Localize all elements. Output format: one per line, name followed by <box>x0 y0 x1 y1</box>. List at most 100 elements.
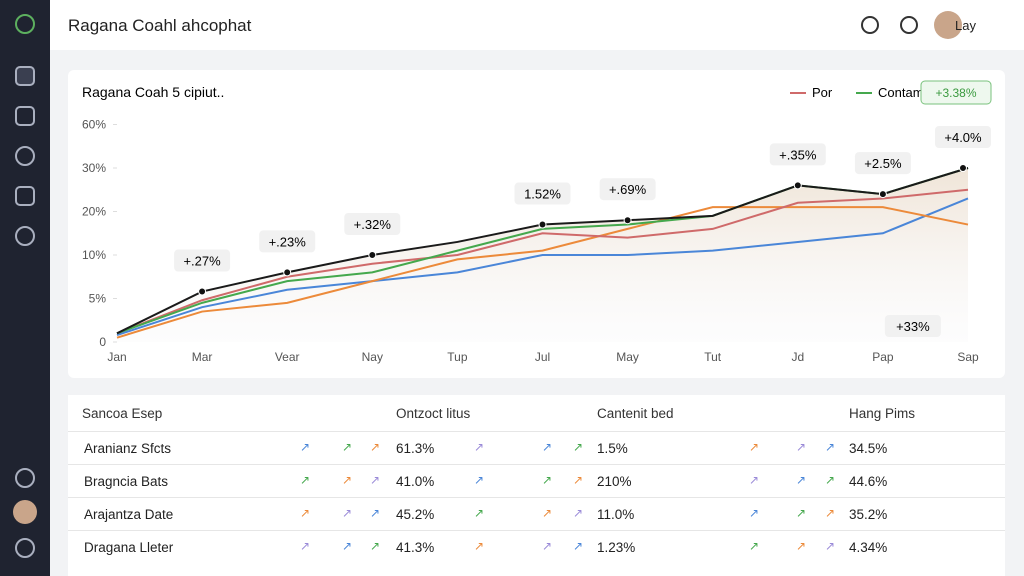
chart: Ragana Coah 5 cipiut.. 0 5% 10% 20% 30% 60% Ja… <box>82 80 992 364</box>
nav-grid[interactable] <box>15 106 35 126</box>
trend-arrow: ↗ <box>542 539 553 553</box>
point-marker <box>623 216 632 225</box>
trend-arrow: ↗ <box>370 473 381 487</box>
table: Sancoa Esep Ontzoct litus Cantenit bed Hang… <box>68 395 1005 576</box>
annotation: +.69% <box>609 182 647 197</box>
trend-arrow: ↗ <box>573 440 584 454</box>
table-cell: 41.0% <box>396 474 435 489</box>
legend-label: Por <box>812 85 833 100</box>
series-line <box>116 206 969 339</box>
annotation: +2.5% <box>864 156 902 171</box>
column-header: Cantenit bed <box>597 406 674 421</box>
y-tick-label: 0 <box>99 335 106 349</box>
y-tick-label: 10% <box>82 248 106 262</box>
table-cell: Aranianz Sfcts <box>84 441 172 456</box>
user-avatar[interactable] <box>934 11 962 39</box>
annotation: +33% <box>896 319 930 334</box>
y-tick-label: 30% <box>82 161 106 175</box>
annotation-bg <box>344 213 401 235</box>
x-tick-label: Tup <box>447 350 468 364</box>
trend-arrow: ↗ <box>796 440 807 454</box>
x-tick-label: Mar <box>192 350 213 364</box>
annotation: +4.0% <box>944 130 982 145</box>
y-tick-label: 20% <box>82 205 106 219</box>
x-tick-label: Pap <box>872 350 894 364</box>
table-row: Arajantza Date 45.2% 11.0% 35.2% ↗ ↗ ↗ ↗ ↗ ↗ ↗ ↗ ↗ <box>68 497 1005 530</box>
table-row: Dragana Lleter 41.3% 1.23% 4.34% ↗ ↗ ↗ ↗ ↗ ↗ ↗ ↗ ↗ <box>68 530 1005 563</box>
annotation-bg <box>935 126 991 148</box>
trend-arrow: ↗ <box>825 506 836 520</box>
trend-arrow: ↗ <box>370 506 381 520</box>
nav-settings[interactable] <box>15 226 35 246</box>
point-marker <box>198 287 207 296</box>
point-marker <box>538 220 547 229</box>
badge-bg <box>920 80 992 105</box>
nav-bag[interactable] <box>15 186 35 206</box>
table-cell: 210% <box>597 474 632 489</box>
table-cell: Arajantza Date <box>84 507 174 522</box>
series-line <box>116 188 969 335</box>
notif-icon[interactable] <box>861 16 879 34</box>
trend-arrow: ↗ <box>342 473 353 487</box>
chart-title: Ragana Coah 5 cipiut.. <box>82 84 224 100</box>
table-cell: 1.5% <box>597 441 628 456</box>
nav-gear[interactable] <box>15 538 35 558</box>
x-tick-label: Tut <box>704 350 722 364</box>
table-cell: 35.2% <box>849 507 888 522</box>
trend-arrow: ↗ <box>474 473 485 487</box>
trend-arrow: ↗ <box>542 473 553 487</box>
trend-arrow: ↗ <box>370 440 381 454</box>
chart-card: Ragana Coah 5 cipiut.. 0 5% 10% 20% 30% 60% Ja… <box>68 70 1005 378</box>
table-row: Aranianz Sfcts 61.3% 1.5% 34.5% ↗ ↗ ↗ ↗ ↗ ↗ ↗ ↗ ↗ <box>68 431 1005 464</box>
annotation-bg <box>259 230 316 253</box>
trend-arrow: ↗ <box>542 506 553 520</box>
topbar: Ragana Coahl ahcophat Lay <box>50 0 1024 50</box>
annotation: +.35% <box>779 147 817 162</box>
trend-arrow: ↗ <box>300 539 311 553</box>
message-icon[interactable] <box>900 16 918 34</box>
table-cell: 34.5% <box>849 441 888 456</box>
trend-arrow: ↗ <box>342 539 353 553</box>
trend-arrow: ↗ <box>370 539 381 553</box>
nav-globe[interactable] <box>15 146 35 166</box>
annotation-bg <box>854 152 911 175</box>
point-marker <box>878 190 887 199</box>
x-tick-label: Vear <box>275 350 300 364</box>
logo <box>15 14 35 34</box>
trend-arrow: ↗ <box>474 440 485 454</box>
table-cell: 1.23% <box>597 540 636 555</box>
user-name[interactable]: Lay <box>955 18 976 33</box>
trend-arrow: ↗ <box>749 440 760 454</box>
trend-arrow: ↗ <box>796 506 807 520</box>
trend-arrow: ↗ <box>542 440 553 454</box>
legend-label: Contame <box>878 85 931 100</box>
trend-arrow: ↗ <box>300 506 311 520</box>
annotation: +.23% <box>269 234 307 249</box>
trend-arrow: ↗ <box>825 539 836 553</box>
trend-arrow: ↗ <box>825 440 836 454</box>
x-tick-label: Jul <box>535 350 550 364</box>
trend-arrow: ↗ <box>749 539 760 553</box>
y-tick-label: 5% <box>89 292 107 306</box>
x-tick-label: Sap <box>957 350 979 364</box>
trend-arrow: ↗ <box>825 473 836 487</box>
avatar[interactable] <box>13 500 37 524</box>
annotation: 1.52% <box>524 187 561 202</box>
series-line <box>116 197 969 336</box>
trend-arrow: ↗ <box>300 440 311 454</box>
trend-arrow: ↗ <box>573 506 584 520</box>
column-header: Sancoa Esep <box>82 406 163 421</box>
annotation-bg <box>884 315 941 337</box>
nav-help[interactable] <box>15 468 35 488</box>
nav-dashboard[interactable] <box>15 66 35 86</box>
trend-arrow: ↗ <box>342 506 353 520</box>
point-marker <box>793 181 802 190</box>
annotation: +.32% <box>354 217 392 232</box>
trend-arrow: ↗ <box>474 506 485 520</box>
table-cell: 41.3% <box>396 540 435 555</box>
app-title: Ragana Coahl ahcophat <box>68 16 252 35</box>
table-cell: 11.0% <box>597 507 635 522</box>
trend-arrow: ↗ <box>573 473 584 487</box>
trend-arrow: ↗ <box>573 539 584 553</box>
